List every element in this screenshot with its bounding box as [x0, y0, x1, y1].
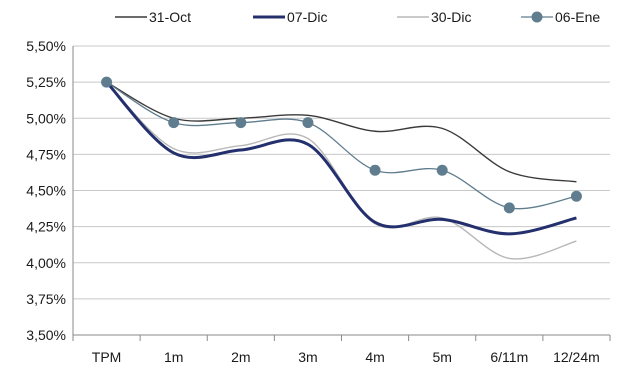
chart-legend: 31-Oct 07-Dic 30-Dic 06-Ene	[115, 9, 600, 25]
chart-axes	[72, 46, 611, 341]
legend-marker	[531, 11, 543, 23]
data-point-06-ene	[503, 202, 515, 214]
x-tick-label: 3m	[298, 349, 317, 365]
series-line-07-dic	[105, 81, 577, 236]
data-point-06-ene	[302, 117, 314, 129]
y-tick-label: 4,75%	[26, 146, 66, 162]
series-lines	[105, 81, 577, 260]
x-tick-label: 5m	[432, 349, 451, 365]
y-tick-label: 4,25%	[26, 219, 66, 235]
x-tick-label: 4m	[365, 349, 384, 365]
data-point-06-ene	[101, 76, 113, 88]
legend-item-06-ene: 06-Ene	[521, 9, 600, 25]
y-tick-label: 5,25%	[26, 74, 66, 90]
y-tick-label: 5,00%	[26, 110, 66, 126]
legend-label: 30-Dic	[431, 9, 471, 25]
data-point-06-ene	[235, 117, 247, 129]
x-axis-tick-labels: TPM 1m 2m 3m 4m 5m 6/11m 12/24m	[92, 349, 600, 365]
x-tick-label: 2m	[231, 349, 250, 365]
y-tick-label: 3,50%	[26, 327, 66, 343]
y-tick-label: 3,75%	[26, 291, 66, 307]
x-tick-label: 1m	[164, 349, 183, 365]
x-tick-label: 6/11m	[490, 349, 528, 365]
legend-label: 06-Ene	[555, 9, 600, 25]
data-point-06-ene	[168, 117, 180, 129]
y-axis-tick-labels: 3,50% 3,75% 4,00% 4,25% 4,50% 4,75% 5,00% 5,25%…	[26, 38, 66, 343]
legend-item-30-dic: 30-Dic	[397, 9, 471, 25]
y-tick-label: 4,50%	[26, 183, 66, 199]
series-markers	[101, 76, 582, 214]
legend-label: 07-Dic	[287, 9, 327, 25]
legend-label: 31-Oct	[149, 9, 191, 25]
x-tick-label: 12/24m	[553, 349, 600, 365]
legend-item-07-dic: 07-Dic	[253, 9, 327, 25]
series-line-31-oct	[106, 81, 577, 183]
grid-lines	[73, 45, 610, 300]
y-tick-label: 5,50%	[26, 38, 66, 54]
x-tick-label: TPM	[92, 349, 122, 365]
data-point-06-ene	[436, 164, 448, 176]
data-point-06-ene	[369, 164, 381, 176]
y-tick-label: 4,00%	[26, 255, 66, 271]
legend-item-31-oct: 31-Oct	[115, 9, 191, 25]
series-line-06-ene	[106, 81, 577, 210]
data-point-06-ene	[570, 190, 582, 202]
